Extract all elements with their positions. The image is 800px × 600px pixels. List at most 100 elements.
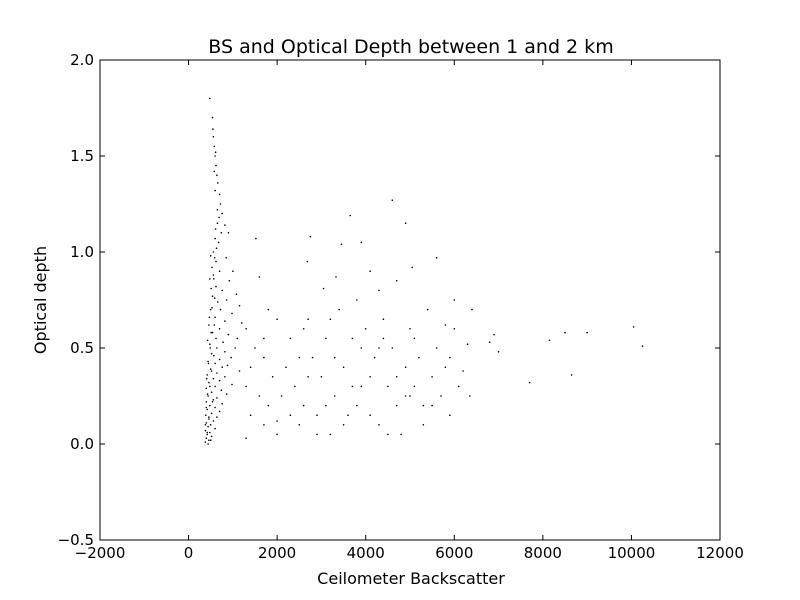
data-point <box>208 416 210 418</box>
data-point <box>400 433 402 436</box>
data-point <box>306 260 309 263</box>
data-point <box>378 424 380 426</box>
data-point <box>220 389 223 392</box>
data-point <box>216 397 218 399</box>
data-point <box>207 443 209 445</box>
data-point <box>444 324 447 326</box>
data-point <box>422 424 425 426</box>
data-point <box>218 193 221 196</box>
data-point <box>215 337 217 340</box>
data-point <box>214 155 216 157</box>
x-tick-label: 8000 <box>524 544 562 562</box>
x-tick-label: 0 <box>184 544 194 562</box>
data-point <box>206 408 208 411</box>
data-point <box>210 287 212 290</box>
data-point <box>528 381 531 384</box>
y-tick-label: 1.5 <box>70 147 94 165</box>
data-point <box>214 362 216 365</box>
data-point <box>236 337 239 340</box>
data-point <box>471 308 473 311</box>
data-point <box>564 331 566 334</box>
data-point <box>210 370 213 372</box>
data-point <box>205 401 208 403</box>
data-point <box>224 320 226 322</box>
data-point <box>404 395 407 397</box>
data-point <box>217 182 219 184</box>
data-point <box>211 116 214 119</box>
plot-frame <box>99 59 721 541</box>
data-point <box>335 276 337 278</box>
data-point <box>497 351 500 353</box>
data-point <box>211 295 214 298</box>
data-point <box>214 151 217 153</box>
data-point <box>391 199 394 201</box>
data-point <box>404 366 407 369</box>
x-tick-label: 6000 <box>435 544 473 562</box>
data-point <box>218 216 220 219</box>
data-point <box>340 243 343 246</box>
data-point <box>207 425 209 428</box>
data-point <box>213 354 215 357</box>
data-point <box>369 376 371 378</box>
data-point <box>209 439 212 442</box>
data-point <box>207 395 209 397</box>
data-point <box>209 424 212 426</box>
data-point <box>224 351 226 353</box>
data-point <box>395 404 398 407</box>
data-point <box>235 293 238 296</box>
data-point <box>413 337 416 340</box>
data-point <box>208 324 210 326</box>
data-point <box>488 341 491 344</box>
data-point <box>205 387 208 390</box>
data-point <box>449 414 451 417</box>
data-point <box>206 431 208 434</box>
data-point <box>302 404 305 407</box>
data-point <box>209 97 211 100</box>
data-point <box>232 270 234 273</box>
data-point <box>409 395 411 397</box>
data-point <box>267 404 270 407</box>
data-point <box>462 370 464 372</box>
data-point <box>225 393 228 395</box>
x-tick-label: 4000 <box>347 544 385 562</box>
data-point <box>216 347 218 349</box>
data-point <box>382 337 385 340</box>
data-point <box>216 416 218 418</box>
data-point <box>238 370 241 372</box>
data-point <box>225 299 228 301</box>
data-point <box>493 333 495 336</box>
data-point <box>214 316 216 319</box>
data-point <box>369 270 371 273</box>
data-point <box>224 224 226 226</box>
data-point <box>212 420 215 422</box>
data-point <box>435 347 438 349</box>
data-point <box>349 214 352 217</box>
data-point <box>378 347 380 349</box>
data-point <box>440 395 442 397</box>
data-point <box>316 433 318 436</box>
data-point <box>329 318 332 321</box>
data-point <box>632 326 635 328</box>
data-point <box>224 376 226 378</box>
data-point <box>245 385 247 388</box>
data-point <box>219 203 222 205</box>
data-point <box>227 333 230 336</box>
data-point <box>245 328 247 330</box>
data-point <box>209 404 211 407</box>
data-point <box>641 345 644 347</box>
data-point <box>311 356 314 359</box>
data-point <box>212 251 215 253</box>
data-point <box>258 276 261 278</box>
data-point <box>204 424 207 426</box>
data-point <box>225 257 227 259</box>
data-point <box>209 278 211 280</box>
data-point <box>207 362 210 365</box>
data-point <box>280 395 283 397</box>
data-point <box>217 241 220 244</box>
data-point <box>207 360 209 363</box>
data-point <box>360 347 363 349</box>
x-tick-label: 12000 <box>696 544 744 562</box>
data-point <box>218 379 221 382</box>
data-point <box>258 395 261 397</box>
data-point <box>221 289 223 292</box>
